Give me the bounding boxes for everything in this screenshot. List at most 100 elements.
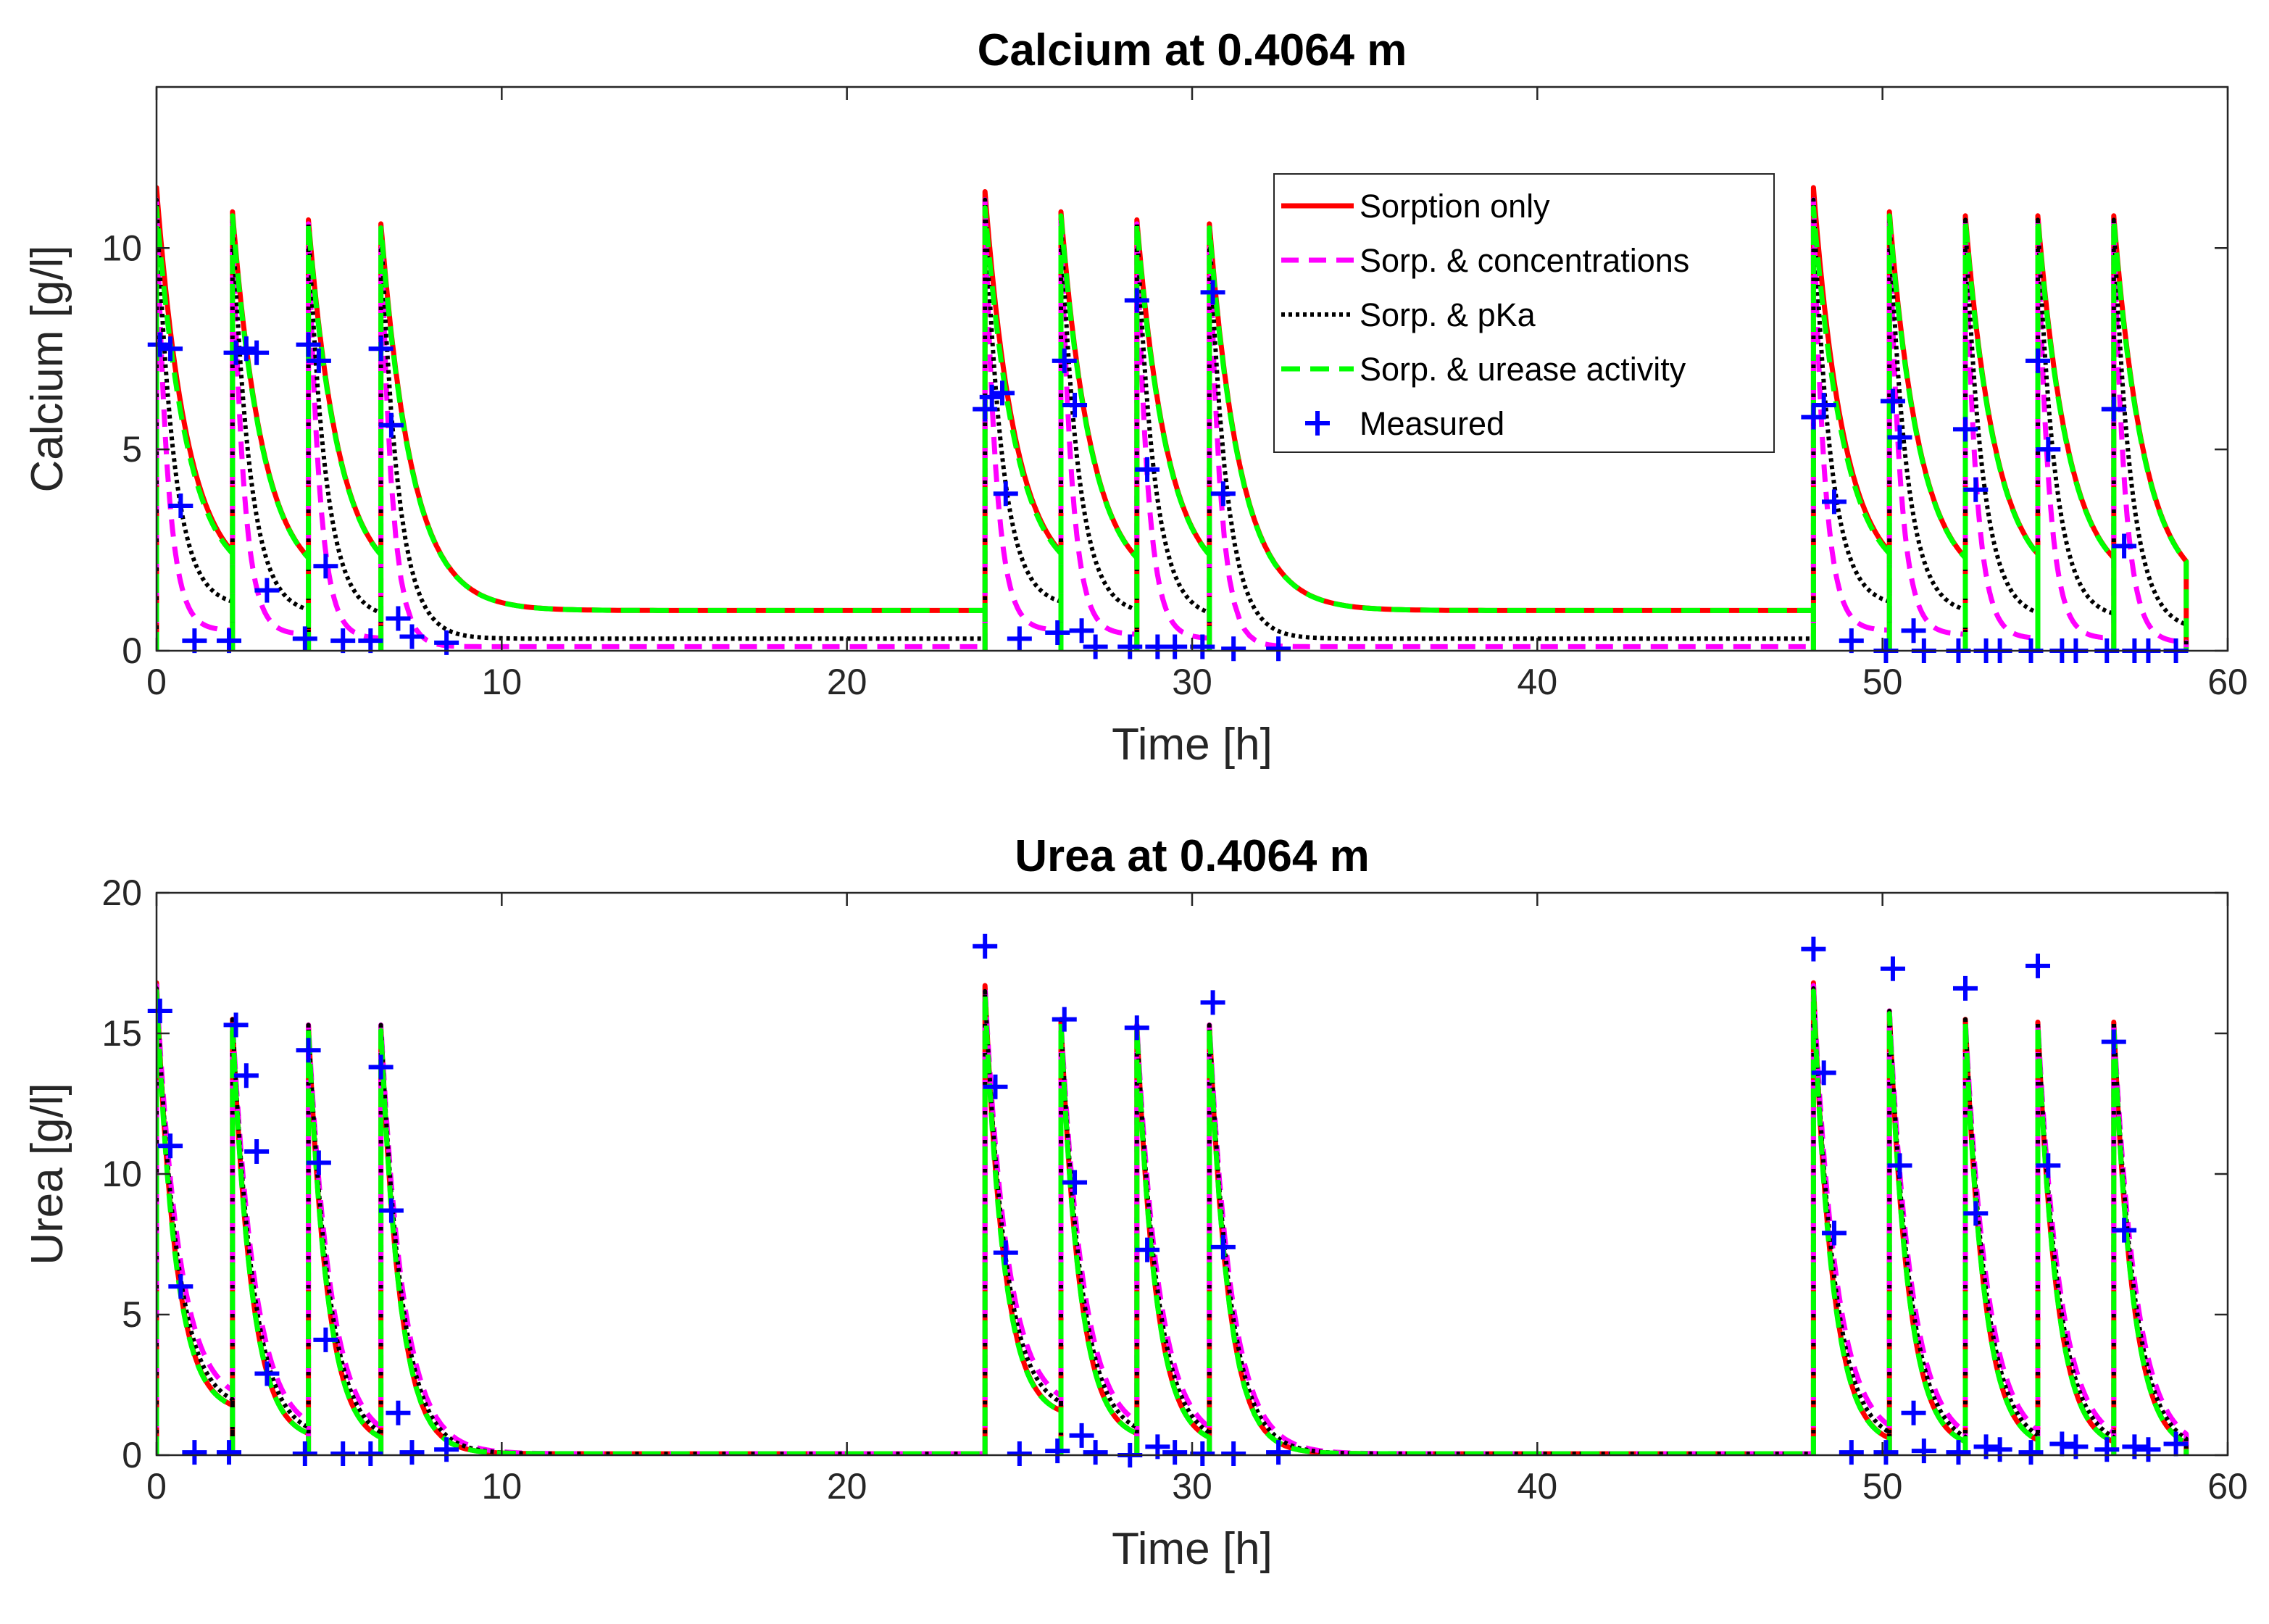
measured-point <box>1190 1441 1215 1467</box>
y-axis-label: Calcium [g/l] <box>22 245 72 492</box>
measured-point <box>296 1038 321 1063</box>
x-tick-label: 60 <box>2207 662 2248 702</box>
measured-point <box>386 1400 411 1425</box>
y-tick-label: 15 <box>101 1013 142 1054</box>
measured-point <box>434 1437 459 1462</box>
y-tick-label: 10 <box>101 228 142 268</box>
measured-point <box>368 336 394 362</box>
measured-point <box>233 1063 259 1088</box>
x-tick-label: 60 <box>2207 1466 2248 1507</box>
measured-point <box>168 1274 193 1299</box>
measured-point <box>1963 1201 1989 1226</box>
x-tick-label: 40 <box>1517 1466 1558 1507</box>
measured-point <box>378 412 404 438</box>
measured-point <box>399 1440 425 1465</box>
measured-point <box>330 628 356 654</box>
measured-point <box>1069 1423 1094 1448</box>
measured-point <box>1052 1007 1077 1032</box>
x-tick-label: 30 <box>1172 1466 1212 1507</box>
measured-point <box>1901 618 1926 644</box>
measured-point <box>1190 634 1215 659</box>
measured-point <box>1083 1440 1108 1465</box>
measured-point <box>1069 618 1094 644</box>
measured-point <box>2112 1217 2137 1243</box>
measured-point <box>2136 1437 2161 1462</box>
measured-point <box>983 1074 1008 1099</box>
y-axis-label: Urea [g/l] <box>22 1083 72 1265</box>
measured-point <box>1901 1400 1926 1425</box>
measured-point <box>1952 975 1978 1001</box>
measured-point <box>1221 636 1246 662</box>
measured-point <box>1963 477 1989 502</box>
measured-point <box>306 1150 331 1175</box>
measured-point <box>1873 1440 1899 1465</box>
measured-point <box>1045 1438 1070 1464</box>
measured-point <box>330 1441 356 1467</box>
measured-point <box>1911 1438 1936 1464</box>
x-tick-label: 50 <box>1862 662 1903 702</box>
y-tick-label: 10 <box>101 1154 142 1194</box>
legend-entry: Measured <box>1360 405 1504 442</box>
measured-point <box>1162 1440 1188 1465</box>
measured-point <box>223 1012 249 1038</box>
measured-point <box>292 626 317 651</box>
measured-point <box>1117 634 1143 659</box>
measured-point <box>1946 1440 1971 1465</box>
legend-box <box>1273 173 1775 453</box>
chart-panel-urea: Urea at 0.4064 m 0 10 20 30 40 50 60 0 5 10 15 20 Tim… <box>22 831 2248 1574</box>
measured-point <box>1839 628 1864 654</box>
measured-point <box>358 628 383 654</box>
x-axis-label: Time [h] <box>1112 1524 1273 1574</box>
measured-point <box>2094 1437 2120 1462</box>
measured-point <box>217 628 242 654</box>
x-tick-label: 30 <box>1172 662 1212 702</box>
series-line-sorp-urease <box>157 988 2189 1455</box>
measured-point <box>1052 348 1077 373</box>
measured-point <box>993 1240 1018 1265</box>
measured-point <box>1062 1170 1088 1195</box>
y-tick-label: 0 <box>122 630 142 671</box>
measured-point <box>1811 393 1836 418</box>
measured-point <box>158 336 183 362</box>
measured-point <box>217 1440 242 1465</box>
measured-point <box>1045 620 1070 645</box>
measured-point <box>1007 1441 1032 1467</box>
y-tick-label: 5 <box>122 429 142 470</box>
measured-point <box>1083 634 1108 659</box>
measured-point <box>1801 936 1826 962</box>
legend: Sorption only Sorp. & concentrations Sorp.… <box>1273 173 1775 453</box>
measured-point <box>1987 1437 2012 1462</box>
x-tick-label: 0 <box>146 1466 167 1507</box>
chart-title: Urea at 0.4064 m <box>1015 831 1369 881</box>
measured-markers <box>147 933 2189 1467</box>
measured-point <box>1135 1237 1160 1262</box>
measured-point <box>2049 1431 2075 1457</box>
measured-point <box>1887 425 1912 450</box>
measured-point <box>1007 626 1032 651</box>
measured-point <box>973 933 998 959</box>
measured-point <box>292 1441 317 1467</box>
measured-point <box>358 1441 383 1467</box>
legend-entry: Sorp. & urease activity <box>1360 351 1686 388</box>
measured-point <box>254 578 280 603</box>
x-tick-label: 40 <box>1517 662 1558 702</box>
series-line-sorp-urease <box>157 205 2189 651</box>
measured-point <box>1266 636 1291 662</box>
measured-point <box>993 481 1018 507</box>
x-axis-label: Time [h] <box>1112 720 1273 770</box>
y-tick-label: 5 <box>122 1294 142 1335</box>
measured-point <box>182 628 207 654</box>
measured-point <box>1839 1440 1864 1465</box>
measured-point <box>182 1440 207 1465</box>
measured-point <box>2101 396 2126 422</box>
curves-group <box>157 185 2189 651</box>
measured-point <box>1811 1060 1836 1086</box>
measured-point <box>2018 1440 2044 1465</box>
series-line-sorp-concentrations <box>157 197 2189 651</box>
x-tick-label: 10 <box>482 662 523 702</box>
y-tick-label: 20 <box>101 873 142 913</box>
measured-point <box>2036 437 2061 462</box>
measured-point <box>1880 388 1905 414</box>
series-line-sorp-pka <box>157 197 2189 651</box>
chart-title: Calcium at 0.4064 m <box>978 25 1407 75</box>
